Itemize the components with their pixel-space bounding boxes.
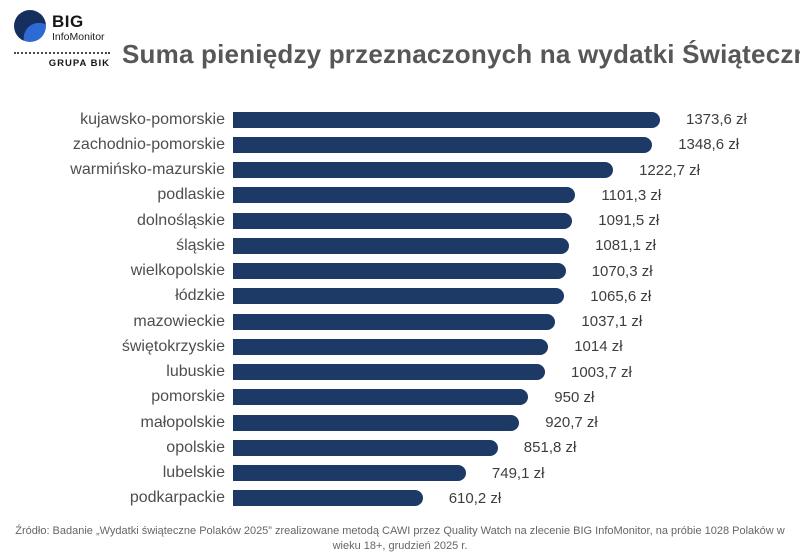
chart-row: świętokrzyskie 1014 zł: [0, 334, 800, 359]
region-label: lubelskie: [162, 464, 225, 482]
chart-row: małopolskie 920,7 zł: [0, 410, 800, 435]
region-label: dolnośląskie: [136, 211, 225, 229]
value-label: 1373,6 zł: [686, 111, 747, 129]
chart-row: pomorskie 950 zł: [0, 385, 800, 410]
chart-row: śląskie 1081,1 zł: [0, 233, 800, 258]
bar: [233, 439, 498, 456]
region-label: małopolskie: [140, 413, 225, 431]
region-label: zachodnio-pomorskie: [72, 135, 225, 153]
bar: [233, 111, 660, 128]
chart-title: Suma pieniędzy przeznaczonych na wydatki…: [122, 39, 800, 69]
region-label: łódzkie: [175, 287, 225, 305]
value-label: 1065,6 zł: [590, 287, 652, 305]
value-label: 1348,6 zł: [678, 136, 740, 154]
value-label: 950 zł: [554, 388, 595, 406]
bar: [233, 212, 573, 229]
region-label: świętokrzyskie: [121, 337, 225, 355]
value-label: 1070,3 zł: [591, 262, 653, 280]
logo-brand-text: BIG: [52, 12, 84, 31]
bar: [233, 162, 614, 179]
chart-row: warmińsko-mazurskie 1222,7 zł: [0, 158, 800, 183]
region-label: śląskie: [176, 236, 225, 254]
chart-row: podlaskie 1101,3 zł: [0, 183, 800, 208]
bar: [233, 313, 556, 330]
logo-subbrand-text: InfoMonitor: [52, 31, 105, 43]
logo-dotted-divider: [14, 51, 110, 54]
chart-row: dolnośląskie 1091,5 zł: [0, 208, 800, 233]
value-label: 920,7 zł: [545, 414, 598, 432]
value-label: 1037,1 zł: [581, 313, 643, 331]
value-label: 851,8 zł: [523, 439, 577, 457]
bar: [233, 263, 566, 280]
bar: [233, 136, 653, 153]
bar: [233, 338, 549, 355]
region-label: kujawsko-pomorskie: [80, 110, 225, 128]
bar: [233, 414, 520, 431]
region-label: warmińsko-mazurskie: [70, 161, 225, 179]
bar: [233, 187, 576, 204]
chart-row: lubelskie 749,1 zł: [0, 461, 800, 486]
value-label: 1091,5 zł: [598, 212, 660, 230]
chart-row: podkarpackie 610,2 zł: [0, 486, 800, 511]
region-label: wielkopolskie: [130, 262, 225, 280]
bar: [233, 389, 529, 406]
source-note: Źródło: Badanie „Wydatki świąteczne Pola…: [15, 525, 785, 553]
chart-row: wielkopolskie 1070,3 zł: [0, 259, 800, 284]
big-infomonitor-logo: BIG InfoMonitor GRUPA BIK: [14, 10, 110, 69]
region-label: opolskie: [166, 438, 225, 456]
bar-chart: kujawsko-pomorskie 1373,6 zł zachodnio-p…: [0, 107, 800, 511]
value-label: 1003,7 zł: [571, 363, 632, 381]
bar: [233, 288, 565, 305]
chart-row: zachodnio-pomorskie 1348,6 zł: [0, 132, 800, 157]
big-logo-globe-icon: [14, 10, 46, 42]
bar: [233, 364, 545, 381]
region-label: lubuskie: [166, 363, 225, 381]
value-label: 610,2 zł: [448, 489, 502, 507]
bar: [233, 490, 423, 507]
value-label: 1081,1 zł: [595, 237, 656, 255]
value-label: 1101,3 zł: [601, 186, 662, 204]
chart-row: lubuskie 1003,7 zł: [0, 360, 800, 385]
region-label: pomorskie: [151, 388, 225, 406]
region-label: podlaskie: [157, 186, 225, 204]
logo-group-text: GRUPA BIK: [48, 57, 110, 69]
region-label: podkarpackie: [129, 489, 225, 507]
chart-row: kujawsko-pomorskie 1373,6 zł: [0, 107, 800, 132]
chart-row: mazowieckie 1037,1 zł: [0, 309, 800, 334]
bar: [233, 237, 570, 254]
chart-row: opolskie 851,8 zł: [0, 435, 800, 460]
chart-row: łódzkie 1065,6 zł: [0, 284, 800, 309]
value-label: 1014 zł: [574, 338, 623, 356]
value-label: 1222,7 zł: [639, 161, 700, 179]
value-label: 749,1 zł: [491, 464, 545, 482]
bar: [233, 465, 466, 482]
region-label: mazowieckie: [133, 312, 225, 330]
